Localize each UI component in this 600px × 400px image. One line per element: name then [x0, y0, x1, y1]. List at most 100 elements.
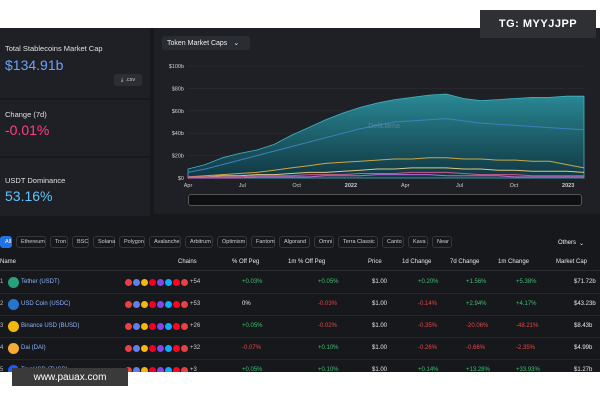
series-line: [188, 174, 584, 179]
coin-name-link[interactable]: Tether (USDT): [21, 279, 60, 285]
change-1m-cell: +4.17%: [516, 301, 537, 307]
y-tick-label: $20b: [172, 154, 184, 160]
market-cap-cell: $4.99b: [574, 345, 593, 351]
y-tick-label: $60b: [172, 109, 184, 115]
change-1m-cell: -48.21%: [516, 323, 539, 329]
filter-fantom[interactable]: Fantom: [251, 236, 275, 248]
off-peg-1m-cell: -0.02%: [318, 323, 338, 329]
chain-count: +3: [190, 367, 197, 372]
filter-bsc[interactable]: BSC: [72, 236, 89, 248]
filter-all[interactable]: All: [0, 236, 12, 248]
coin-name-link[interactable]: USD Coin (USDC): [21, 301, 71, 307]
chart-watermark: DefiLlama: [368, 123, 400, 130]
change-1d-cell: -0.14%: [418, 301, 438, 307]
header-change-1m[interactable]: 1m Change: [498, 259, 530, 265]
y-tick-label: $100b: [169, 64, 184, 70]
series-line: [188, 167, 585, 178]
download-icon: ⤓: [120, 76, 124, 83]
header-market-cap[interactable]: Market Cap: [556, 259, 588, 265]
coin-name-link[interactable]: Dai (DAI): [21, 345, 46, 351]
filter-omni[interactable]: Omni: [314, 236, 334, 248]
x-tick-label: Apr: [401, 183, 410, 189]
chain-logo-icon: [180, 344, 189, 353]
off-peg-1m-cell: -0.03%: [318, 301, 338, 307]
header-change-7d[interactable]: 7d Change: [450, 259, 480, 265]
price-cell: $1.00: [372, 345, 388, 351]
header-price[interactable]: Price: [368, 259, 382, 265]
x-tick-label: Oct: [292, 183, 301, 189]
header-change-1d[interactable]: 1d Change: [402, 259, 432, 265]
x-tick-label: Jul: [456, 183, 463, 189]
off-peg-cell: 0%: [242, 301, 251, 307]
change-1m-cell: +5.38%: [516, 279, 537, 285]
chevron-down-icon: ⌄: [579, 240, 585, 247]
filter-arbitrum[interactable]: Arbitrum: [185, 236, 213, 248]
off-peg-cell: +0.05%: [242, 323, 263, 329]
filter-near[interactable]: Near: [432, 236, 452, 248]
table-row[interactable]: 2 USD Coin (USDC) +53 0% -0.03% -0.14% +2.94% +…: [0, 294, 600, 316]
row-rank: 5: [0, 367, 4, 372]
change-1d-cell: +0.20%: [418, 279, 439, 285]
chain-logo-icon: [180, 300, 189, 309]
off-peg-1m-cell: +0.10%: [318, 345, 339, 351]
header-chains[interactable]: Chains: [178, 259, 197, 265]
header-name[interactable]: Name: [0, 259, 17, 265]
change-7d-cell: -20.06%: [466, 323, 489, 329]
filter-tron[interactable]: Tron: [50, 236, 68, 248]
filter-canto[interactable]: Canto: [382, 236, 404, 248]
change-1m-cell: -2.35%: [516, 345, 536, 351]
row-rank: 1: [0, 279, 4, 285]
dominance-label: USDT Dominance: [5, 176, 66, 185]
csv-label: .csv: [125, 77, 136, 83]
filter-kava[interactable]: Kava: [408, 236, 428, 248]
chain-icons: +54: [124, 278, 200, 287]
price-cell: $1.00: [372, 279, 388, 285]
series-line: [187, 118, 585, 173]
filter-terra-classic[interactable]: Terra Classic: [338, 236, 378, 248]
dashboard: Total Stablecoins Market Cap $134.91b ⤓ …: [0, 28, 600, 372]
filter-algorand[interactable]: Algorand: [279, 236, 310, 248]
market-cap-card: Total Stablecoins Market Cap $134.91b ⤓ …: [0, 28, 150, 98]
off-peg-cell: +0.03%: [242, 279, 263, 285]
chart-select-label: Token Market Caps: [167, 39, 228, 47]
chevron-down-icon: ⌄: [233, 40, 240, 47]
others-dropdown[interactable]: Others ⌄: [558, 237, 600, 249]
y-tick-label: $40b: [172, 131, 184, 137]
table-row[interactable]: 3 Binance USD (BUSD) +26 +0.05% -0.02% -0.35%…: [0, 316, 600, 338]
series-area: [187, 93, 585, 179]
chart-range-slider[interactable]: [188, 194, 582, 206]
series-line: [188, 171, 584, 178]
change-7d-cell: +2.94%: [466, 301, 487, 307]
filter-optimism[interactable]: Optimism: [217, 236, 247, 248]
dominance-card: USDT Dominance 53.16%: [0, 158, 150, 216]
market-cap-value: $134.91b: [5, 57, 64, 73]
filter-solana[interactable]: Solana: [93, 236, 115, 248]
coin-name-link[interactable]: Binance USD (BUSD): [21, 323, 80, 329]
x-tick-label: 2023: [562, 183, 574, 189]
change-card: Change (7d) -0.01%: [0, 100, 150, 156]
header-off-peg-1m[interactable]: 1m % Off Peg: [288, 259, 326, 265]
filter-polygon[interactable]: Polygon: [119, 236, 145, 248]
table-header: Name Chains % Off Peg 1m % Off Peg Price…: [0, 255, 600, 271]
coin-logo-icon: [8, 343, 19, 354]
table-row[interactable]: 1 Tether (USDT) +54 +0.03% +0.05% +0.20% +1.56…: [0, 272, 600, 294]
table-row[interactable]: 4 Dai (DAI) +32 -0.07% +0.10% -0.26% -0.66% -2.…: [0, 338, 600, 360]
dominance-value: 53.16%: [5, 188, 53, 204]
chart-panel: Token Market Caps ⌄ $100b $80b $60b $40b $20…: [154, 28, 600, 214]
x-tick-label: 2022: [345, 183, 357, 189]
market-cap-cell: $43.23b: [574, 301, 596, 307]
change-label: Change (7d): [5, 110, 47, 119]
header-off-peg[interactable]: % Off Peg: [232, 259, 260, 265]
filter-ethereum[interactable]: Ethereum: [16, 236, 46, 248]
others-label: Others: [558, 240, 577, 246]
market-cap-cell: $1.27b: [574, 367, 593, 372]
price-cell: $1.00: [372, 301, 388, 307]
off-peg-1m-cell: +0.05%: [318, 279, 339, 285]
change-7d-cell: +1.56%: [466, 279, 487, 285]
chart-type-select[interactable]: Token Market Caps ⌄: [162, 36, 250, 50]
change-1m-cell: +33.93%: [516, 367, 540, 372]
off-peg-cell: -0.07%: [242, 345, 262, 351]
filter-avalanche[interactable]: Avalanche: [149, 236, 181, 248]
download-csv-button[interactable]: ⤓ .csv: [114, 74, 142, 86]
